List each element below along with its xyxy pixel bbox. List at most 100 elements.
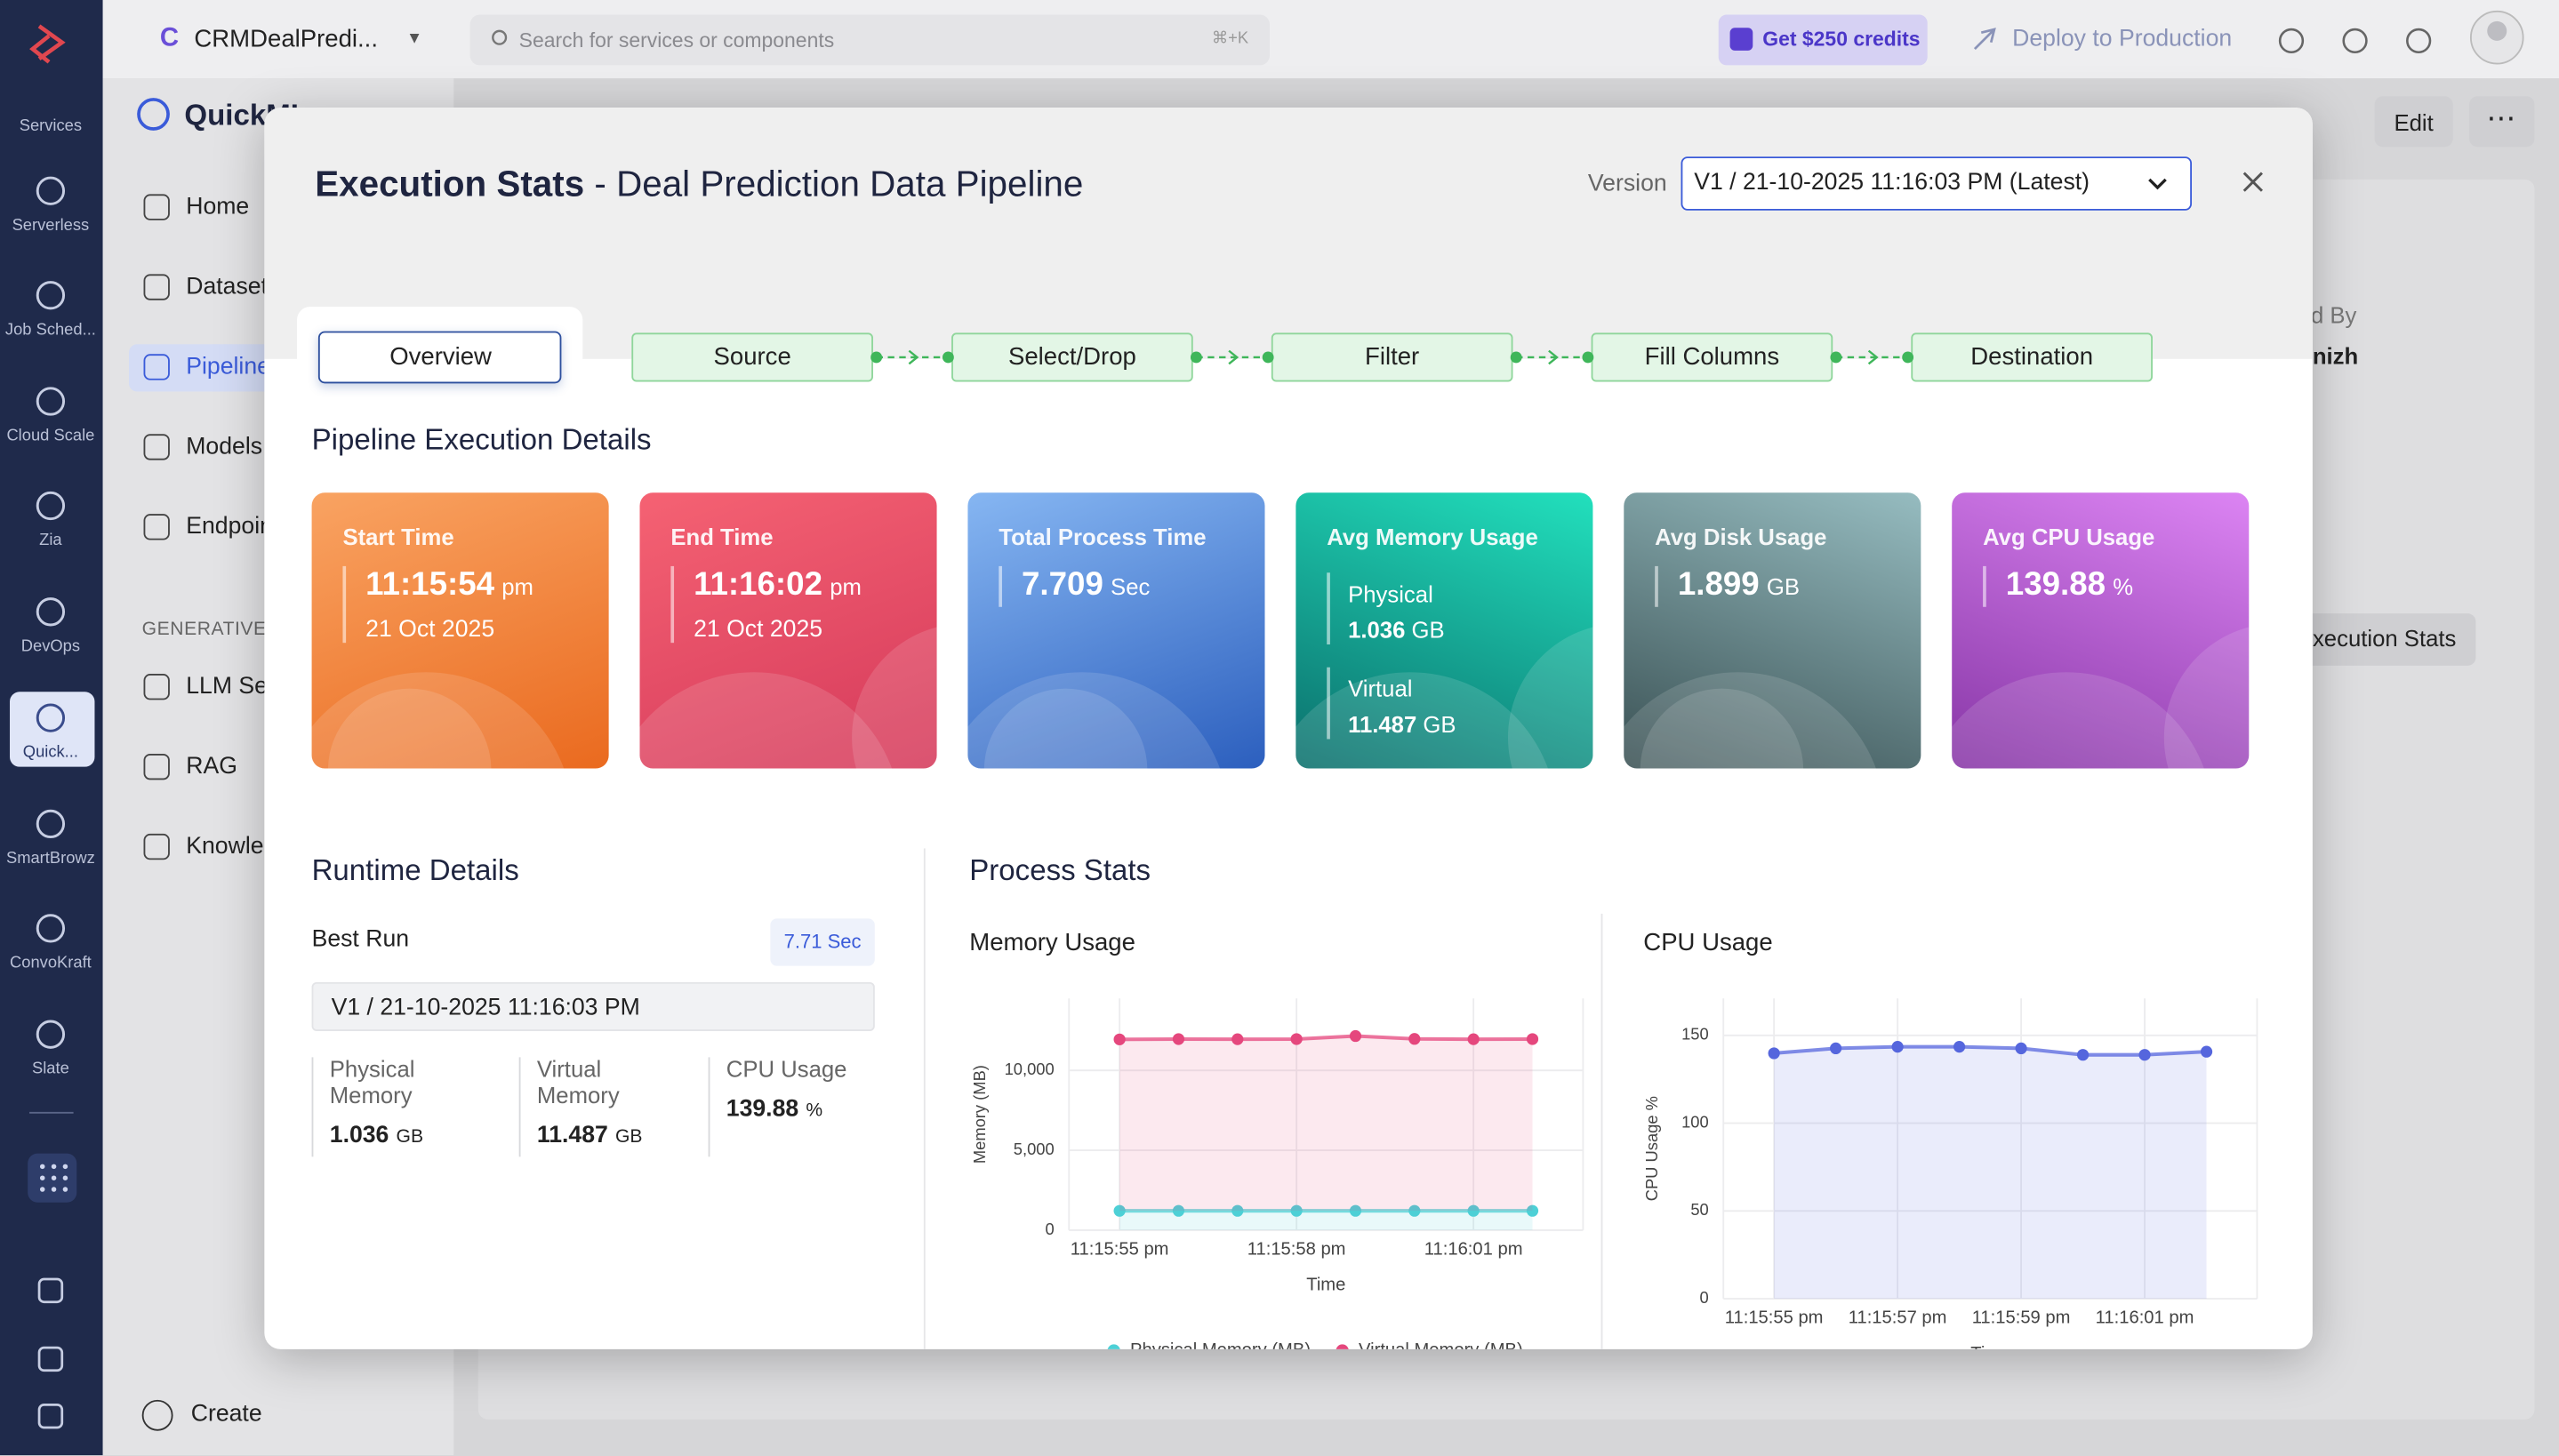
point bbox=[1349, 1029, 1362, 1043]
best-time: 7.71 Sec bbox=[783, 930, 862, 953]
card-bar bbox=[999, 565, 1002, 607]
step-label[interactable]: Destination bbox=[1970, 343, 2094, 372]
pipeline-step[interactable] bbox=[951, 332, 1193, 382]
step-label[interactable]: Source bbox=[713, 343, 791, 372]
step-label[interactable]: Select/Drop bbox=[1007, 343, 1136, 372]
project-initial: C bbox=[159, 24, 180, 52]
created-by: nizh bbox=[2312, 342, 2359, 369]
search-box[interactable] bbox=[469, 14, 1270, 66]
pipeline-step[interactable] bbox=[631, 332, 873, 382]
point bbox=[1231, 1204, 1244, 1217]
card-row-value: 11.487 GB bbox=[1348, 711, 1456, 737]
runtime-stat-label: Physical Memory bbox=[329, 1055, 415, 1108]
y-axis-label: CPU Usage % bbox=[1642, 1096, 1661, 1201]
card-value: 7.709 Sec bbox=[1022, 567, 1150, 604]
point bbox=[1172, 1033, 1185, 1045]
unit: GB bbox=[396, 1127, 424, 1148]
pipeline-step[interactable] bbox=[1591, 332, 1833, 382]
card-label: Avg CPU Usage bbox=[1983, 524, 2155, 550]
unit: GB bbox=[1766, 573, 1801, 600]
card-label: Total Process Time bbox=[999, 524, 1207, 550]
x-tick-label: 11:15:59 pm bbox=[1972, 1308, 2071, 1327]
nav-icon bbox=[143, 354, 170, 380]
point bbox=[1891, 1041, 1904, 1053]
chart-title: Memory Usage bbox=[969, 929, 1135, 957]
card-bar bbox=[670, 565, 675, 644]
modal-header-bg bbox=[264, 108, 2313, 359]
card-bubble bbox=[2163, 623, 2250, 769]
project-name[interactable]: CRMDealPredi... bbox=[194, 25, 378, 53]
best-time-badge bbox=[770, 918, 875, 966]
card-bar bbox=[1327, 667, 1330, 740]
unit: pm bbox=[830, 573, 862, 600]
card-bar bbox=[1655, 565, 1658, 607]
legend-label: Virtual Memory (MB) bbox=[1359, 1340, 1523, 1349]
execution-stats-label[interactable]: Execution Stats bbox=[2297, 624, 2457, 652]
y-axis-label: Memory (MB) bbox=[970, 1065, 989, 1164]
area bbox=[1774, 1046, 2207, 1300]
card-label: Avg Disk Usage bbox=[1655, 524, 1827, 550]
nav-item[interactable]: Datasets bbox=[186, 274, 280, 300]
value: 139.88 bbox=[726, 1096, 799, 1123]
version-dropdown[interactable] bbox=[1681, 156, 2193, 211]
point bbox=[1467, 1204, 1480, 1217]
version-value[interactable]: V1 / 21-10-2025 11:16:03 PM (Latest) bbox=[1694, 169, 2090, 196]
section-title: Process Stats bbox=[969, 853, 1151, 887]
shortcut-hint: ⌘+K bbox=[1211, 29, 1249, 49]
point bbox=[1408, 1033, 1421, 1045]
nav-icon bbox=[143, 274, 170, 300]
legend-swatch bbox=[1336, 1344, 1349, 1349]
stat-card: Avg CPU Usage 139.88 % bbox=[1952, 492, 2250, 769]
runtime-stat-value: 139.88 % bbox=[726, 1095, 822, 1124]
modal-title: Execution Stats - Deal Prediction Data P… bbox=[315, 164, 1083, 206]
point bbox=[1526, 1204, 1539, 1217]
card-bar bbox=[1327, 572, 1330, 645]
card-label: Avg Memory Usage bbox=[1327, 524, 1538, 550]
step-label[interactable]: Fill Columns bbox=[1644, 343, 1780, 372]
nav-item[interactable]: RAG bbox=[186, 753, 237, 780]
more-button[interactable] bbox=[2469, 96, 2535, 148]
unit: GB bbox=[614, 1127, 643, 1148]
card-sub: 21 Oct 2025 bbox=[365, 616, 495, 644]
create-button[interactable]: Create bbox=[190, 1401, 262, 1428]
nav-icon bbox=[143, 194, 170, 220]
value: 11.487 bbox=[536, 1122, 608, 1149]
nav-item[interactable]: Models bbox=[186, 434, 263, 460]
point bbox=[2076, 1049, 2090, 1061]
x-tick-label: 11:15:58 pm bbox=[1247, 1239, 1346, 1259]
credits-button[interactable] bbox=[1718, 14, 1928, 66]
y-tick-label: 100 bbox=[1681, 1112, 1709, 1131]
runtime-stat-label: CPU Usage bbox=[726, 1055, 847, 1082]
point bbox=[1290, 1204, 1303, 1217]
x-tick-label: 11:16:01 pm bbox=[2096, 1308, 2194, 1327]
y-tick-label: 50 bbox=[1690, 1200, 1708, 1219]
value: 1.036 bbox=[329, 1122, 389, 1149]
point bbox=[1830, 1042, 1842, 1054]
create-icon bbox=[141, 1399, 173, 1431]
point bbox=[1172, 1204, 1185, 1217]
overview-label[interactable]: Overview bbox=[389, 343, 492, 372]
line bbox=[1773, 1044, 2207, 1057]
value: 11:15:54 bbox=[365, 566, 495, 604]
point bbox=[1349, 1204, 1362, 1217]
edit-button[interactable] bbox=[2374, 96, 2453, 148]
x-axis-label: Time bbox=[1306, 1276, 1345, 1295]
step-label[interactable]: Filter bbox=[1365, 343, 1420, 372]
nav-icon bbox=[143, 753, 170, 780]
x-tick-label: 11:15:57 pm bbox=[1849, 1308, 1947, 1327]
unit: GB bbox=[1423, 711, 1456, 738]
section-title: Runtime Details bbox=[311, 853, 519, 887]
card-value: 11:15:54 pm bbox=[365, 567, 533, 604]
line bbox=[1119, 1034, 1533, 1042]
credits-label[interactable]: Get $250 credits bbox=[1762, 28, 1921, 51]
deploy-button[interactable]: Deploy to Production bbox=[2012, 26, 2233, 52]
edit-label[interactable]: Edit bbox=[2394, 108, 2434, 136]
card-label: Start Time bbox=[342, 524, 454, 550]
overview-tab[interactable] bbox=[317, 331, 562, 384]
nav-item[interactable]: Home bbox=[186, 194, 250, 220]
point bbox=[1467, 1033, 1480, 1045]
divider bbox=[923, 848, 926, 1349]
point bbox=[2138, 1049, 2151, 1061]
pipeline-step[interactable] bbox=[1911, 332, 2153, 382]
